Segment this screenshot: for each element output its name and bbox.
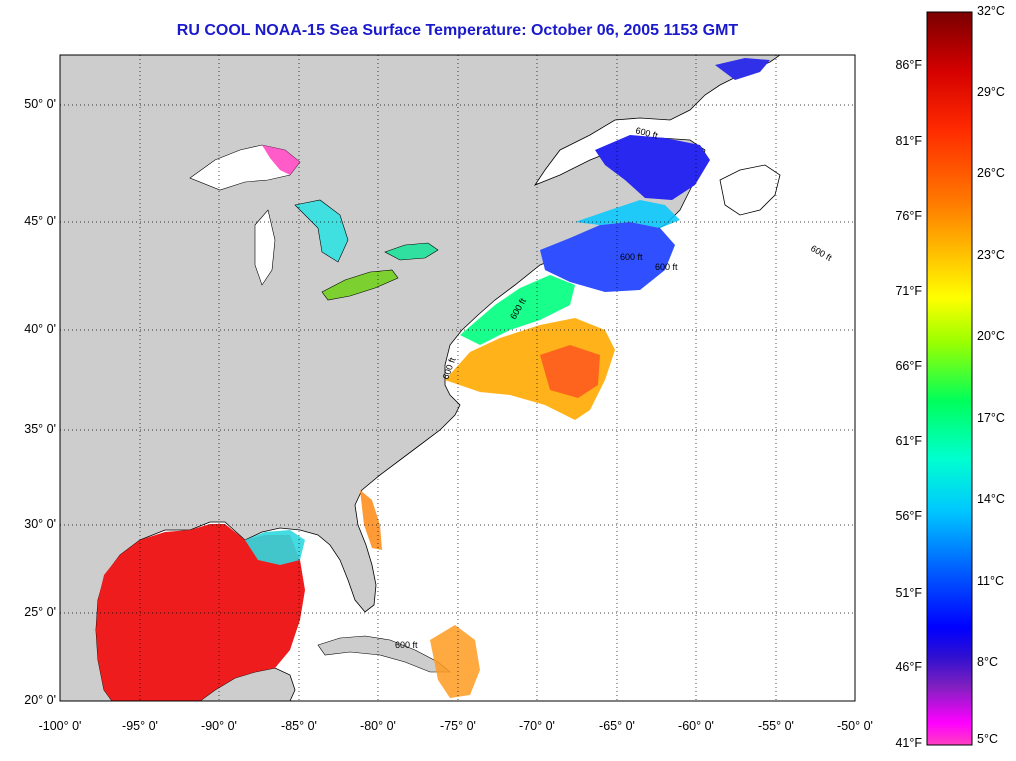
longitude-label: -60° 0' (678, 719, 714, 733)
sst-nova-scotia-shelf (575, 200, 680, 228)
colorbar-celsius-label: 32°C (977, 4, 1005, 18)
colorbar (926, 11, 973, 746)
colorbar-fahrenheit-label: 76°F (895, 209, 922, 223)
colorbar-fahrenheit-label: 86°F (895, 58, 922, 72)
colorbar-celsius-label: 5°C (977, 732, 998, 746)
longitude-label: -70° 0' (519, 719, 555, 733)
colorbar-celsius-label: 29°C (977, 85, 1005, 99)
lake-huron (294, 199, 349, 263)
sst-caribbean (430, 625, 480, 698)
colorbar-fahrenheit-label: 66°F (895, 359, 922, 373)
latitude-label: 40° 0' (24, 322, 56, 336)
colorbar-celsius-label: 23°C (977, 248, 1005, 262)
colorbar-celsius-label: 26°C (977, 166, 1005, 180)
sst-gulf-north-shelf (245, 530, 305, 565)
sst-labrador-coast (715, 58, 770, 80)
lake-superior-sst (262, 145, 300, 175)
colorbar-celsius-label: 20°C (977, 329, 1005, 343)
map-grid (60, 55, 855, 701)
sst-gulf-maine (540, 222, 675, 292)
longitude-label: -85° 0' (281, 719, 317, 733)
land-newfoundland (719, 164, 781, 216)
colorbar-fahrenheit-label: 46°F (895, 660, 922, 674)
sst-gulf-stream-patch (540, 345, 600, 398)
longitude-label: -55° 0' (758, 719, 794, 733)
lake-ontario (384, 242, 439, 261)
longitude-label: -90° 0' (201, 719, 237, 733)
latitude-label: 35° 0' (24, 422, 56, 436)
colorbar-fahrenheit-label: 71°F (895, 284, 922, 298)
colorbar-celsius-label: 17°C (977, 411, 1005, 425)
map-frame (59, 54, 856, 702)
colorbar-celsius-label: 11°C (977, 574, 1005, 588)
isobath-label: 600 ft (655, 262, 678, 272)
colorbar-celsius-label: 8°C (977, 655, 998, 669)
lake-michigan (254, 209, 276, 286)
colorbar-fahrenheit-label: 61°F (895, 434, 922, 448)
longitude-label: -80° 0' (360, 719, 396, 733)
sst-gulf-of-mexico (96, 524, 305, 701)
colorbar-celsius-label: 14°C (977, 492, 1005, 506)
colorbar-fahrenheit-label: 51°F (895, 586, 922, 600)
latitude-label: 20° 0' (24, 693, 56, 707)
colorbar-fahrenheit-label: 41°F (895, 736, 922, 750)
colorbar-fahrenheit-label: 56°F (895, 509, 922, 523)
longitude-label: -95° 0' (122, 719, 158, 733)
sst-mid-atlantic-shelf (460, 275, 575, 345)
isobath-label: 600 ft (395, 640, 418, 650)
latitude-label: 45° 0' (24, 214, 56, 228)
latitude-label: 30° 0' (24, 517, 56, 531)
longitude-label: -75° 0' (440, 719, 476, 733)
isobath-label: 600 ft (620, 252, 643, 262)
colorbar-fahrenheit-label: 81°F (895, 134, 922, 148)
longitude-label: -50° 0' (837, 719, 873, 733)
latitude-label: 50° 0' (24, 97, 56, 111)
lake-erie (321, 269, 399, 301)
latitude-label: 25° 0' (24, 605, 56, 619)
sst-florida-atlantic (360, 490, 382, 550)
sst-gulf-st-lawrence (595, 135, 710, 200)
map-layers (60, 55, 781, 701)
longitude-label: -100° 0' (38, 719, 82, 733)
longitude-label: -65° 0' (599, 719, 635, 733)
map-title: RU COOL NOAA-15 Sea Surface Temperature:… (176, 22, 739, 39)
